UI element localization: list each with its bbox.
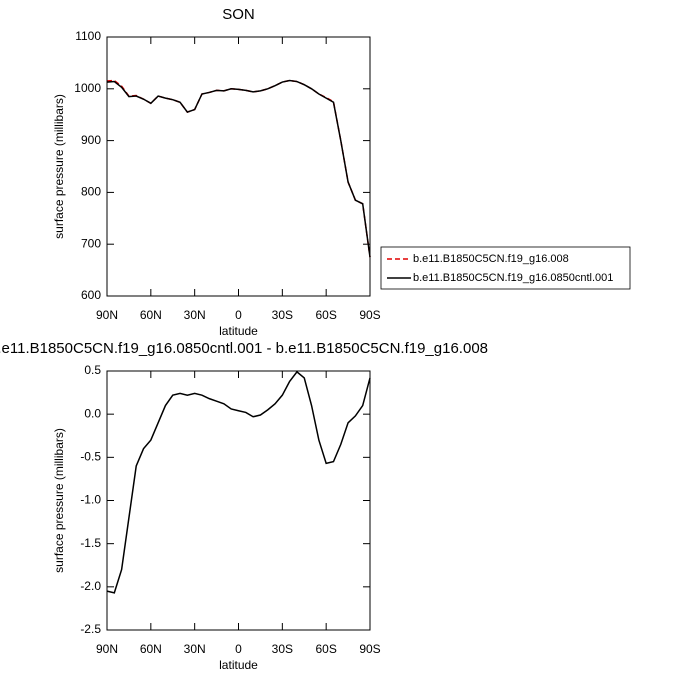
x-tick-label: 90S bbox=[359, 642, 380, 656]
plot-frame bbox=[106, 370, 371, 631]
y-tick-label: 1000 bbox=[74, 81, 101, 95]
x-tick-label: 30S bbox=[272, 308, 293, 322]
x-tick-label: 90N bbox=[96, 308, 118, 322]
legend-label: b.e11.B1850C5CN.f19_g16.0850cntl.001 bbox=[413, 272, 613, 284]
data-line bbox=[106, 79, 371, 258]
x-axis-label: latitude bbox=[219, 658, 258, 672]
x-tick-label: 60N bbox=[140, 308, 162, 322]
x-tick-label: 0 bbox=[235, 308, 242, 322]
y-tick-label: 800 bbox=[81, 185, 101, 199]
x-tick-label: 90N bbox=[96, 642, 118, 656]
x-tick-label: 30N bbox=[184, 642, 206, 656]
y-tick-label: -0.5 bbox=[80, 450, 101, 464]
x-tick-label: 30S bbox=[272, 642, 293, 656]
legend-label: b.e11.B1850C5CN.f19_g16.008 bbox=[413, 253, 569, 265]
data-line bbox=[106, 370, 371, 594]
y-axis-label: surface pressure (millibars) bbox=[52, 428, 66, 573]
y-tick-label: 600 bbox=[81, 288, 101, 302]
x-tick-label: 90S bbox=[359, 308, 380, 322]
y-tick-label: -1.5 bbox=[80, 536, 101, 550]
x-axis-label: latitude bbox=[219, 324, 258, 338]
chart-title: b.e11.B1850C5CN.f19_g16.0850cntl.001 - b… bbox=[0, 340, 488, 357]
plot-frame bbox=[106, 36, 371, 297]
y-tick-label: 0.5 bbox=[84, 363, 101, 377]
y-axis-label: surface pressure (millibars) bbox=[52, 94, 66, 239]
y-tick-label: -2.0 bbox=[80, 579, 101, 593]
data-line bbox=[106, 79, 371, 258]
chart-title: SON bbox=[222, 6, 255, 23]
y-tick-label: 700 bbox=[81, 236, 101, 250]
x-tick-label: 0 bbox=[235, 642, 242, 656]
y-tick-label: -1.0 bbox=[80, 493, 101, 507]
legend-box bbox=[380, 246, 631, 290]
y-tick-label: -2.5 bbox=[80, 622, 101, 636]
x-tick-label: 30N bbox=[184, 308, 206, 322]
x-tick-label: 60S bbox=[315, 308, 336, 322]
y-tick-label: 0.0 bbox=[84, 406, 101, 420]
y-tick-label: 1100 bbox=[75, 29, 101, 43]
y-tick-label: 900 bbox=[81, 133, 101, 147]
x-tick-label: 60N bbox=[140, 642, 162, 656]
x-tick-label: 60S bbox=[315, 642, 336, 656]
